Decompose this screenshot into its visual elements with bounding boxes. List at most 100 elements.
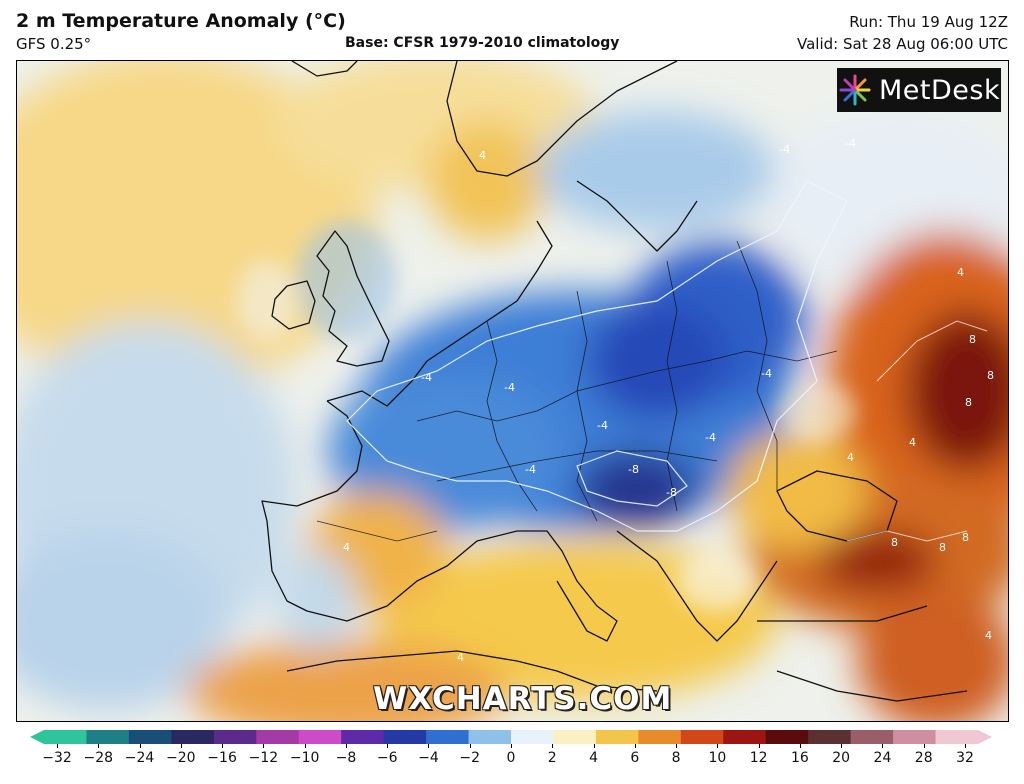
colorbar-tick-mark bbox=[511, 744, 512, 748]
colorbar-tick-mark bbox=[593, 744, 595, 748]
colorbar-tick-mark bbox=[98, 744, 100, 748]
colorbar-tick-mark bbox=[304, 744, 306, 748]
contour-label: -4 bbox=[845, 137, 856, 150]
colorbar-segment bbox=[341, 730, 385, 744]
colorbar-tick-label: 32 bbox=[956, 750, 974, 766]
colorbar-tick-mark bbox=[387, 744, 389, 748]
contour-label: 8 bbox=[939, 541, 946, 554]
contour-label: 4 bbox=[457, 651, 464, 664]
contour-label: -8 bbox=[628, 463, 639, 476]
colorbar-segment bbox=[808, 730, 852, 744]
colorbar-segment bbox=[468, 730, 512, 744]
colorbar-segment bbox=[553, 730, 597, 744]
colorbar-segment bbox=[935, 730, 979, 744]
contour-label: 8 bbox=[962, 531, 969, 544]
colorbar-tick-mark bbox=[965, 744, 966, 748]
colorbar-tick-mark bbox=[841, 744, 843, 748]
contour-label: 4 bbox=[985, 629, 992, 642]
colorbar-tick-mark bbox=[552, 744, 554, 748]
map-svg: 4 -4 -4 -4 -4 -4 -4 -8 -8 -4 -4 4 4 8 8 … bbox=[17, 61, 1008, 721]
colorbar-tick-mark bbox=[139, 744, 141, 748]
colorbar-tick-label: 0 bbox=[506, 750, 516, 766]
colorbar-tick-mark bbox=[799, 744, 801, 748]
colorbar-segment bbox=[213, 730, 257, 744]
colorbar-tick-label: 12 bbox=[749, 750, 768, 766]
colorbar-tick-label: 2 bbox=[547, 750, 557, 766]
colorbar-tick-mark bbox=[222, 744, 224, 748]
colorbar-tick-label: 6 bbox=[630, 750, 640, 766]
anomaly-map[interactable]: 4 -4 -4 -4 -4 -4 -4 -8 -8 -4 -4 4 4 8 8 … bbox=[16, 60, 1009, 722]
colorbar-tick-label: −28 bbox=[83, 750, 114, 766]
contour-label: 4 bbox=[479, 149, 486, 162]
colorbar-tick-mark bbox=[428, 744, 430, 748]
colorbar-tick-label: −32 bbox=[42, 750, 72, 766]
chart-title: 2 m Temperature Anomaly (°C) bbox=[16, 10, 346, 32]
colorbar-tick-mark bbox=[882, 744, 884, 748]
colorbar-segment bbox=[298, 730, 342, 744]
colorbar-segment bbox=[128, 730, 172, 744]
colorbar-segment bbox=[723, 730, 767, 744]
contour-label: -4 bbox=[421, 371, 432, 384]
contour-label: 8 bbox=[965, 396, 972, 409]
valid-label: Valid: Sat 28 Aug 06:00 UTC bbox=[797, 35, 1008, 53]
colorbar-tick-label: −2 bbox=[459, 750, 481, 766]
colorbar-segment bbox=[426, 730, 470, 744]
base-label: Base: CFSR 1979-2010 climatology bbox=[345, 35, 620, 51]
colorbar-tick-mark bbox=[469, 744, 471, 748]
run-label: Run: Thu 19 Aug 12Z bbox=[849, 13, 1008, 31]
colorbar-tick-label: 8 bbox=[671, 750, 681, 766]
contour-label: 4 bbox=[847, 451, 854, 464]
colorbar-tick-label: −12 bbox=[248, 750, 279, 766]
metdesk-logo: MetDesk bbox=[837, 68, 1001, 112]
model-label: GFS 0.25° bbox=[16, 35, 92, 53]
colorbar-tick-label: −8 bbox=[335, 750, 357, 766]
colorbar-tick-mark bbox=[676, 744, 678, 748]
contour-label: -4 bbox=[779, 143, 790, 156]
colorbar-segment bbox=[256, 730, 300, 744]
colorbar-tick-label: −16 bbox=[207, 750, 237, 766]
colorbar-tick-label: −20 bbox=[166, 750, 196, 766]
contour-label: -8 bbox=[666, 486, 677, 499]
contour-label: -4 bbox=[525, 463, 536, 476]
colorbar-tick-label: 4 bbox=[589, 750, 598, 766]
metdesk-flower-icon bbox=[839, 74, 871, 106]
contour-label: 4 bbox=[343, 541, 350, 554]
colorbar-tick-mark bbox=[923, 744, 925, 748]
colorbar-tick-label: 24 bbox=[873, 750, 892, 766]
colorbar-segment bbox=[86, 730, 130, 744]
colorbar-segment bbox=[893, 730, 937, 744]
colorbar-segment bbox=[511, 730, 554, 744]
colorbar-tick-mark bbox=[57, 744, 58, 748]
colorbar-segment bbox=[383, 730, 427, 744]
watermark: WXCHARTS.COM bbox=[373, 681, 673, 717]
colorbar-tick-label: −6 bbox=[376, 750, 398, 766]
contour-label: 4 bbox=[957, 266, 964, 279]
contour-label: 8 bbox=[987, 369, 994, 382]
colorbar-segment bbox=[638, 730, 682, 744]
colorbar-tick-label: 10 bbox=[708, 750, 727, 766]
colorbar-tick-label: 28 bbox=[914, 750, 933, 766]
metdesk-logo-text: MetDesk bbox=[879, 74, 1001, 106]
colorbar-tick-label: −24 bbox=[124, 750, 155, 766]
contour-label: 8 bbox=[969, 333, 976, 346]
colorbar-tick-label: 16 bbox=[790, 750, 809, 766]
colorbar-segment bbox=[595, 730, 639, 744]
colorbar-segment bbox=[850, 730, 894, 744]
colorbar-tick-label: −4 bbox=[418, 750, 439, 766]
contour-label: -4 bbox=[504, 381, 515, 394]
colorbar-segment bbox=[44, 730, 87, 744]
colorbar-tick-mark bbox=[180, 744, 182, 748]
colorbar-tick-mark bbox=[263, 744, 265, 748]
contour-label: -4 bbox=[705, 431, 716, 444]
colorbar-tick-mark bbox=[345, 744, 347, 748]
colorbar-segment bbox=[765, 730, 809, 744]
colorbar-segment bbox=[680, 730, 724, 744]
colorbar-tick-mark bbox=[634, 744, 636, 748]
colorbar-right-arrow bbox=[978, 730, 992, 744]
colorbar-segment bbox=[171, 730, 215, 744]
contour-label: 8 bbox=[891, 536, 898, 549]
colorbar-tick-label: 20 bbox=[832, 750, 851, 766]
colorbar bbox=[30, 730, 992, 744]
colorbar-ticks: −32 −28 −24 −20 −16 −12 −10 −8 −6 −4 −2 0 2 4 6 8 10 12 16… bbox=[0, 744, 1024, 770]
colorbar-tick-mark bbox=[758, 744, 760, 748]
